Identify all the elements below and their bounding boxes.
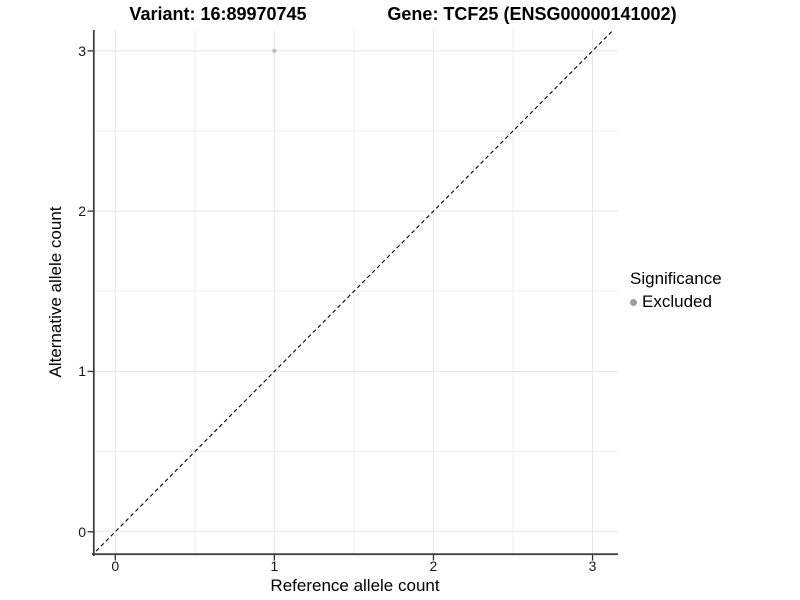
legend-item-excluded: Excluded bbox=[630, 292, 722, 312]
y-tick-label: 0 bbox=[78, 523, 86, 540]
legend-item-label: Excluded bbox=[642, 292, 712, 311]
x-axis-title: Reference allele count bbox=[270, 576, 440, 595]
legend: Significance Excluded bbox=[630, 269, 722, 312]
y-tick-label: 1 bbox=[78, 363, 86, 380]
x-tick-label: 1 bbox=[270, 558, 279, 574]
x-tick-label: 3 bbox=[588, 558, 597, 574]
plot-panel bbox=[87, 30, 618, 561]
plot-title-variant: Variant: 16:89970745 bbox=[129, 4, 307, 24]
identity-reference-line bbox=[93, 30, 615, 555]
legend-point-icon bbox=[630, 298, 637, 306]
y-axis-title: Alternative allele count bbox=[46, 206, 65, 378]
y-tick-label: 3 bbox=[78, 42, 86, 59]
data-point bbox=[272, 48, 277, 54]
x-tick-label: 0 bbox=[111, 558, 120, 574]
plot-canvas bbox=[87, 30, 618, 561]
x-tick-label: 2 bbox=[429, 558, 438, 574]
legend-title: Significance bbox=[630, 269, 722, 288]
y-tick-label: 2 bbox=[78, 203, 86, 220]
plot-title-gene: Gene: TCF25 (ENSG00000141002) bbox=[387, 4, 677, 24]
